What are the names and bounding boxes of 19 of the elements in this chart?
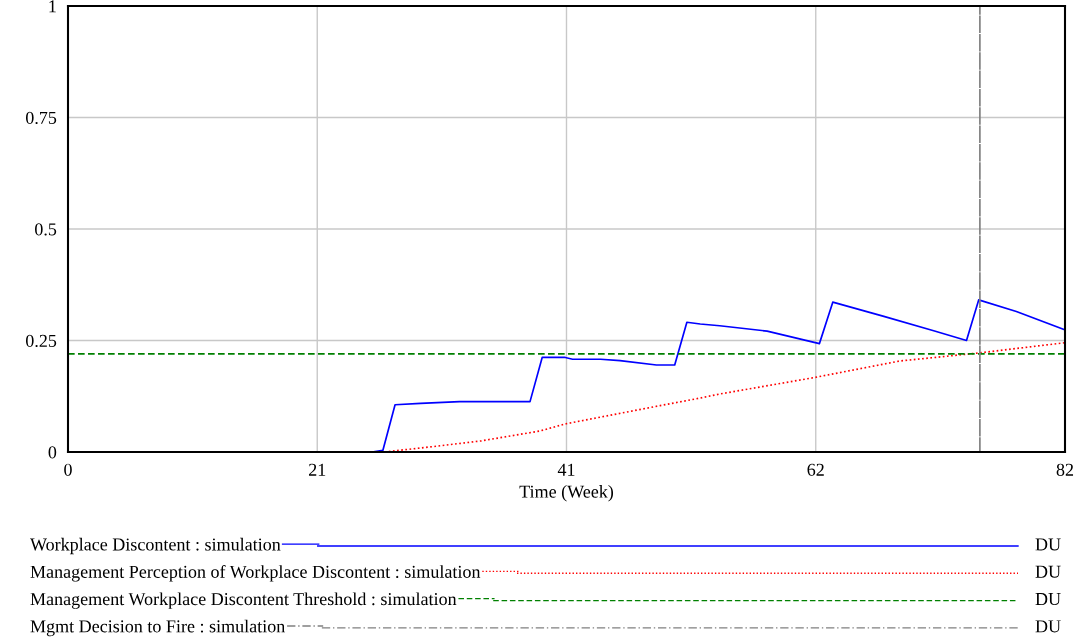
legend-label: Mgmt Decision to Fire : simulation bbox=[30, 619, 285, 637]
x-tick-label: 0 bbox=[64, 463, 72, 476]
text: DU bbox=[1035, 620, 1061, 633]
y-tick-label: 0.75 bbox=[25, 111, 57, 125]
text: DU bbox=[1035, 565, 1061, 578]
x-tick-label: 21 bbox=[309, 463, 326, 476]
legend-label: Workplace Discontent : simulation bbox=[30, 537, 281, 555]
x-axis-title: Time (Week) bbox=[519, 485, 614, 502]
x-tick-label: 62 bbox=[807, 463, 824, 476]
legend-label: Management Workplace Discontent Threshold : simulation bbox=[30, 592, 457, 609]
y-tick-label: 0 bbox=[48, 446, 57, 459]
x-tick-label: 82 bbox=[1056, 463, 1074, 476]
y-tick-label: 0.25 bbox=[25, 334, 57, 348]
y-tick-label: 1 bbox=[49, 0, 56, 13]
text: DU bbox=[1035, 538, 1061, 551]
text: DU bbox=[1035, 593, 1061, 606]
x-tick-label: 41 bbox=[557, 463, 575, 476]
y-tick-label: 0.5 bbox=[35, 223, 57, 236]
legend-label: Management Perception of Workplace Discontent : simulation bbox=[30, 565, 481, 582]
